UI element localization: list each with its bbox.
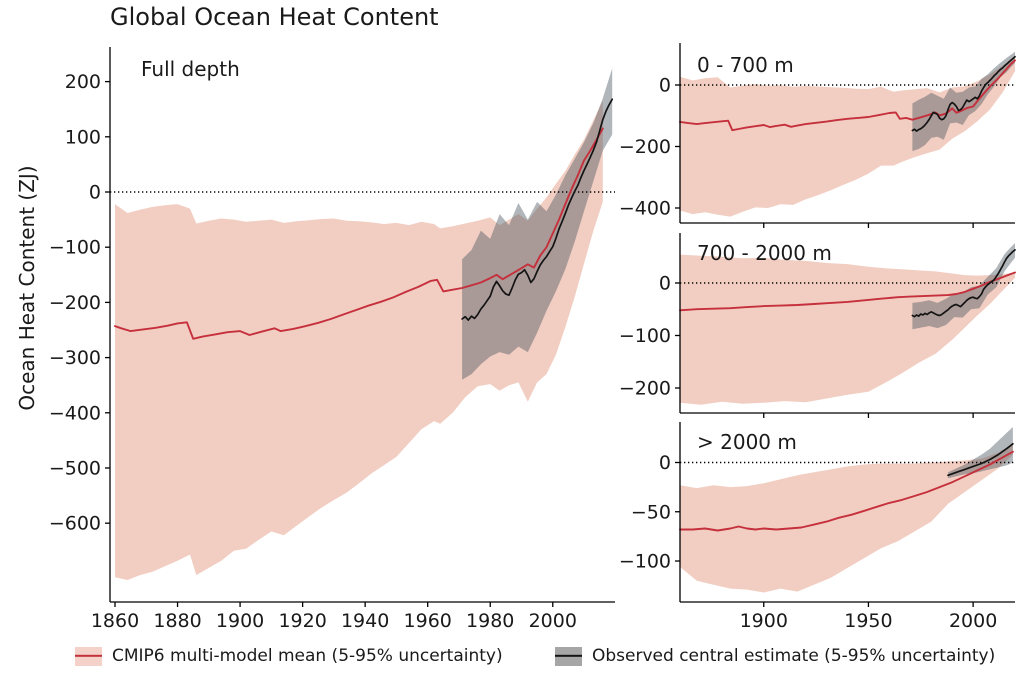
below-2000m-ytick-label: −50 — [631, 501, 671, 523]
full-depth-ytick-label: 200 — [65, 71, 101, 93]
0-700m-ytick-label: −400 — [619, 197, 671, 219]
full-depth-observed-uncertainty-band — [462, 68, 613, 380]
below-2000m-observed-uncertainty-band — [948, 427, 1013, 479]
observed-legend-swatch — [555, 646, 582, 666]
below-2000m-xtick-label: 1950 — [844, 610, 892, 632]
700-2000m-ytick-label: −200 — [619, 378, 671, 400]
full-depth-xtick-label: 1920 — [278, 610, 326, 632]
below-2000m-xtick-label: 1900 — [740, 610, 788, 632]
full-depth-ytick-label: −400 — [49, 402, 101, 424]
700-2000m-cmip6-mean-line — [679, 271, 1016, 312]
full-depth-ytick-label: 0 — [89, 182, 101, 204]
700-2000m-observed-uncertainty-band — [912, 243, 1015, 330]
full-depth-ytick-label: −500 — [49, 457, 101, 479]
full-depth-xtick-label: 1980 — [466, 610, 514, 632]
full-depth-xtick-label: 1940 — [341, 610, 389, 632]
full-depth-xtick-label: 1860 — [91, 610, 139, 632]
legend-entry-observed: Observed central estimate (5-95% uncerta… — [555, 644, 995, 668]
cmip6-legend-swatch — [75, 646, 102, 666]
0-700m-ytick-label: −200 — [619, 136, 671, 158]
full-depth-cmip6-uncertainty-band — [115, 100, 603, 581]
full-depth-ytick-label: −600 — [49, 513, 101, 535]
full-depth-xtick-label: 1900 — [216, 610, 264, 632]
legend-entry-cmip6: CMIP6 multi-model mean (5-95% uncertaint… — [75, 644, 503, 668]
full-depth-ytick-label: −100 — [49, 237, 101, 259]
0-700m-ytick-label: 0 — [659, 75, 671, 97]
below-2000m-cmip6-uncertainty-band — [680, 443, 1013, 593]
legend-label-observed: Observed central estimate (5-95% uncerta… — [592, 646, 996, 666]
full-depth-xtick-label: 1960 — [404, 610, 452, 632]
full-depth-xtick-label: 2000 — [529, 610, 577, 632]
chart-title: Global Ocean Heat Content — [110, 3, 439, 31]
below-2000m-xtick-label: 2000 — [949, 610, 997, 632]
700-2000m-ytick-label: 0 — [659, 272, 671, 294]
700-2000m-ytick-label: −100 — [619, 325, 671, 347]
0-700m-observed-line — [911, 55, 1016, 132]
full-depth-cmip6-mean-line — [114, 127, 604, 340]
below-2000m-cmip6-mean-line — [679, 450, 1014, 532]
700-2000m-cmip6-uncertainty-band — [680, 254, 1015, 405]
panel-label-0-700m: 0 - 700 m — [697, 53, 794, 77]
legend-label-cmip6: CMIP6 multi-model mean (5-95% uncertaint… — [112, 646, 503, 666]
0-700m-cmip6-uncertainty-band — [680, 55, 1015, 217]
700-2000m-observed-line — [911, 249, 1016, 318]
full-depth-ytick-label: −300 — [49, 347, 101, 369]
observed-legend-line — [555, 654, 582, 658]
full-depth-ytick-label: −200 — [49, 292, 101, 314]
full-depth-xtick-label: 1880 — [153, 610, 201, 632]
below-2000m-ytick-label: −100 — [619, 551, 671, 573]
full-depth-observed-line — [461, 98, 614, 321]
cmip6-legend-line — [75, 654, 102, 658]
full-depth-ytick-label: 100 — [65, 126, 101, 148]
below-2000m-ytick-label: 0 — [659, 452, 671, 474]
panel-label-below-2000m: > 2000 m — [697, 430, 797, 454]
below-2000m-observed-line — [947, 442, 1014, 477]
0-700m-observed-uncertainty-band — [912, 51, 1015, 152]
panel-label-full-depth: Full depth — [141, 57, 240, 81]
panel-label-700-2000m: 700 - 2000 m — [697, 241, 832, 265]
0-700m-cmip6-mean-line — [679, 59, 1016, 132]
